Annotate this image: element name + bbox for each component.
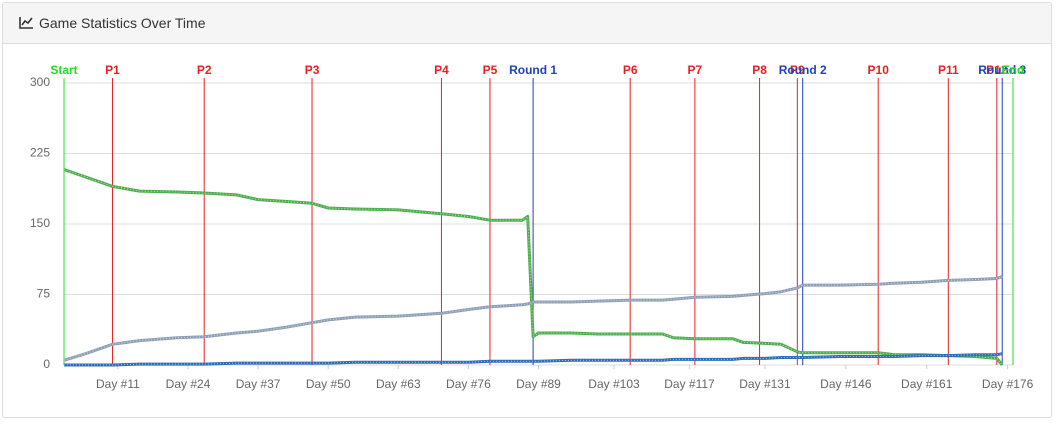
event-label: P8 — [752, 63, 767, 77]
panel-header: Game Statistics Over Time — [3, 3, 1051, 44]
x-tick-label: Day #131 — [739, 377, 791, 391]
x-tick-label: Day #117 — [664, 377, 715, 391]
series-dots — [63, 169, 1003, 366]
x-tick-label: Day #146 — [820, 377, 872, 391]
event-label: P7 — [688, 63, 703, 77]
event-label: P5 — [483, 63, 498, 77]
event-label: P6 — [623, 63, 638, 77]
x-tick-label: Day #24 — [166, 377, 211, 391]
event-label: Round 3 — [978, 63, 1026, 77]
event-label: P12 — [986, 63, 1008, 77]
y-tick-label: 300 — [30, 75, 50, 89]
x-tick-label: Day #76 — [446, 377, 491, 391]
y-tick-label: 150 — [30, 216, 50, 230]
x-tick-label: Day #89 — [516, 377, 561, 391]
x-tick-label: Day #103 — [588, 377, 640, 391]
chart-icon — [19, 17, 33, 29]
series-dots — [63, 276, 1003, 361]
event-label: P1 — [105, 63, 120, 77]
y-tick-label: 0 — [43, 357, 50, 371]
x-tick-label: Day #176 — [982, 377, 1034, 391]
event-label: Start — [50, 63, 77, 77]
event-label: P9 — [790, 63, 805, 77]
event-label: P4 — [434, 63, 449, 77]
event-label: Round 1 — [509, 63, 557, 77]
x-tick-label: Day #161 — [901, 377, 953, 391]
y-tick-label: 225 — [30, 146, 50, 160]
panel: Game Statistics Over Time — [2, 2, 1052, 418]
x-tick-label: Day #63 — [376, 377, 421, 391]
event-label: Round 2 — [779, 63, 827, 77]
panel-title: Game Statistics Over Time — [39, 15, 206, 31]
x-tick-label: Day #11 — [96, 377, 140, 391]
event-label: End — [1002, 63, 1025, 77]
x-tick-label: Day #50 — [306, 377, 351, 391]
y-tick-label: 75 — [37, 287, 51, 301]
series-dots — [64, 353, 1003, 366]
x-tick-label: Day #37 — [236, 377, 281, 391]
event-label: P2 — [197, 63, 212, 77]
event-label: P11 — [938, 63, 959, 77]
event-label: P3 — [305, 63, 320, 77]
event-label: P10 — [868, 63, 890, 77]
